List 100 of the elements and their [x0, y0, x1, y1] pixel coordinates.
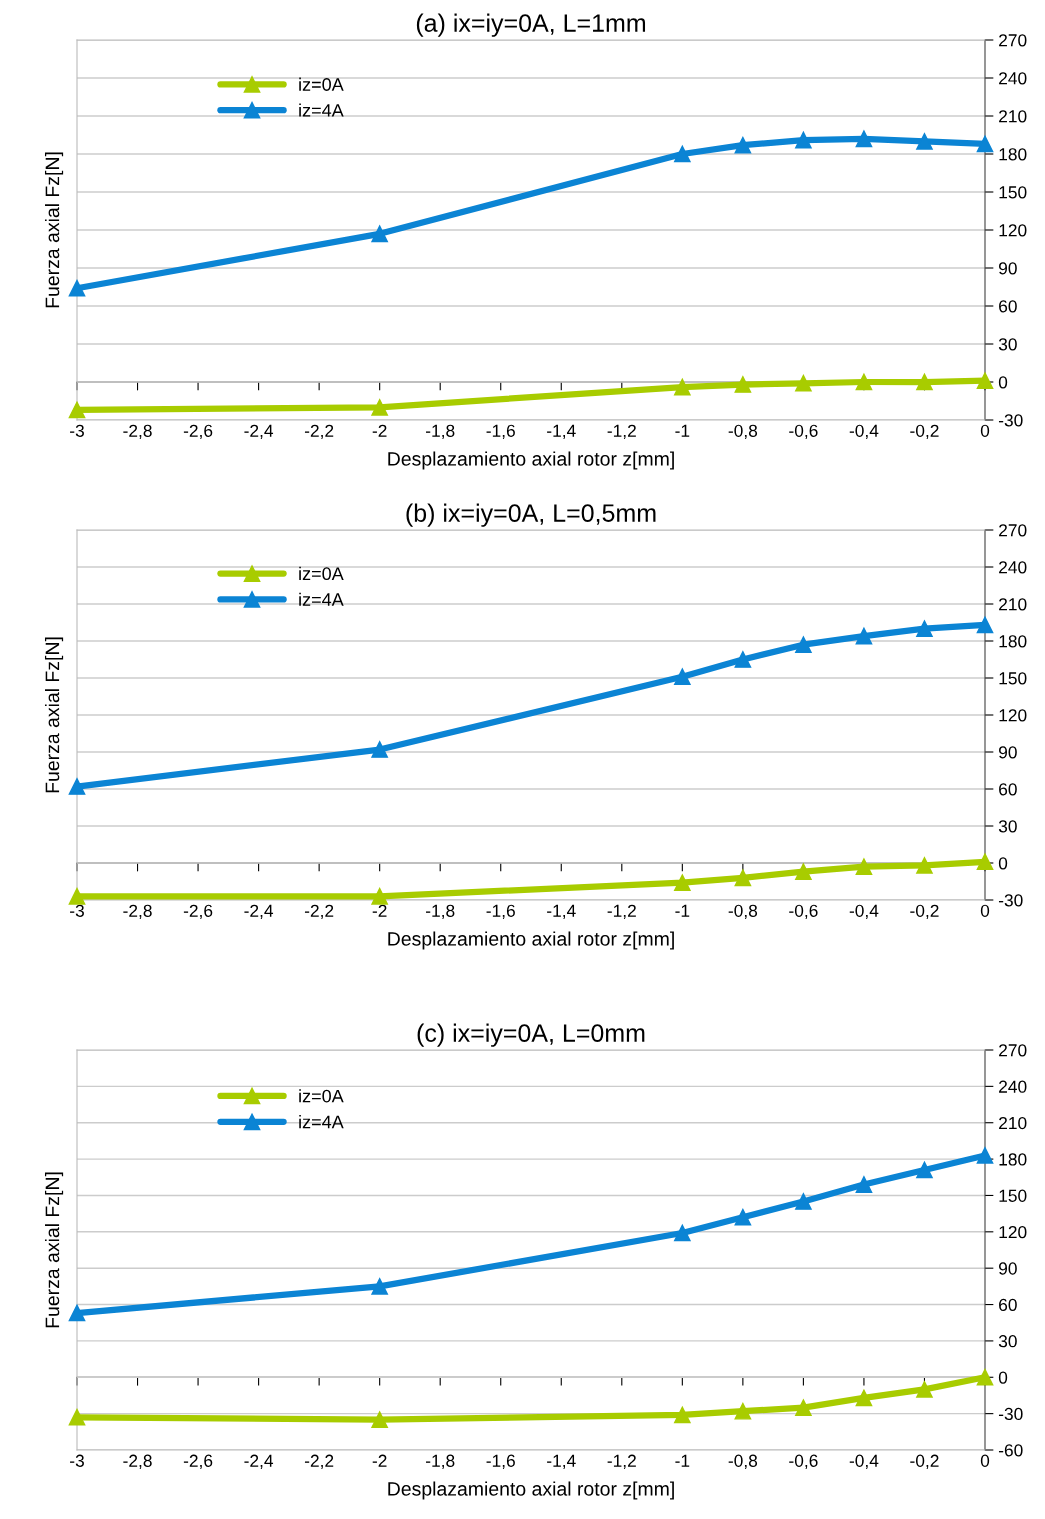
- x-axis-title: Desplazamiento axial rotor z[mm]: [388, 931, 674, 950]
- x-tick-label: -3: [70, 904, 84, 917]
- y-axis-title: Fuerza axial Fz[N]: [44, 1172, 64, 1328]
- legend-label: iz=4A: [299, 1115, 344, 1129]
- x-tick-label: -1,4: [547, 904, 576, 919]
- x-tick-label: -1: [675, 904, 690, 917]
- x-tick-label: -2,8: [123, 904, 152, 919]
- point: [795, 131, 812, 149]
- x-tick-label: -0,6: [789, 424, 818, 439]
- point: [855, 373, 873, 391]
- legend-label: iz=0A: [299, 566, 344, 581]
- y-tick-label: 0: [998, 376, 1008, 389]
- x-tick-label: -2,2: [304, 424, 334, 439]
- x-tick-label: -1,6: [486, 1454, 515, 1469]
- x-tick-label: -2,6: [183, 1454, 213, 1469]
- point: [976, 616, 994, 634]
- x-tick-label: -2,6: [183, 904, 213, 919]
- x-tick-label: -1,4: [547, 424, 576, 439]
- point: [68, 887, 86, 905]
- point: [673, 668, 691, 686]
- point: [734, 1402, 752, 1420]
- y-tick-label: 60: [999, 783, 1017, 796]
- y-tick-label: -30: [998, 1407, 1023, 1421]
- x-tick-label: -1: [675, 424, 690, 437]
- x-tick-label: -3: [70, 424, 84, 437]
- point: [916, 1381, 933, 1398]
- y-tick-label: 240: [999, 1080, 1027, 1093]
- x-tick-label: -2,8: [123, 424, 152, 439]
- x-tick-label: -0,8: [728, 904, 758, 919]
- legend-label: iz=0A: [299, 1089, 344, 1103]
- y-tick-label: 120: [999, 709, 1027, 722]
- y-axis-title: Fuerza axial Fz[N]: [44, 152, 64, 308]
- y-tick-label: 240: [999, 561, 1027, 574]
- point: [68, 1408, 86, 1426]
- y-tick-label: 270: [999, 524, 1027, 537]
- point: [673, 378, 691, 396]
- x-tick-label: -1,8: [426, 1454, 455, 1469]
- y-tick-label: 270: [999, 34, 1027, 47]
- point: [734, 376, 752, 393]
- x-tick-label: -2,8: [123, 1454, 152, 1469]
- x-tick-label: -2,4: [244, 1454, 274, 1469]
- point: [68, 1304, 86, 1322]
- y-tick-label: -30: [998, 414, 1023, 427]
- point: [734, 136, 752, 154]
- legend-label: iz=4A: [299, 592, 344, 606]
- point: [855, 858, 873, 876]
- x-tick-label: -2,4: [244, 904, 274, 919]
- y-tick-label: 150: [999, 186, 1027, 199]
- x-tick-label: -2,2: [304, 904, 334, 919]
- y-tick-label: 210: [999, 1116, 1027, 1130]
- x-tick-label: -0,4: [849, 424, 879, 439]
- chart-title: (a) ix=iy=0A, L=1mm: [416, 13, 646, 37]
- point: [916, 1161, 933, 1179]
- x-tick-label: -1,6: [486, 424, 515, 439]
- x-tick-label: -0,4: [849, 1454, 879, 1469]
- point: [371, 887, 389, 905]
- x-tick-label: -1,2: [607, 904, 636, 919]
- point: [68, 279, 86, 297]
- y-tick-label: 120: [999, 1225, 1027, 1239]
- point: [371, 398, 389, 416]
- x-tick-label: -2,2: [304, 1454, 334, 1469]
- y-tick-label: 180: [999, 148, 1027, 161]
- point: [916, 373, 933, 391]
- point: [68, 778, 86, 795]
- point: [916, 620, 933, 638]
- point: [976, 1147, 994, 1164]
- point: [68, 401, 86, 419]
- y-tick-label: 60: [999, 300, 1017, 313]
- y-tick-label: 30: [998, 1335, 1017, 1348]
- legend-label: iz=0A: [299, 77, 344, 91]
- point: [673, 1406, 691, 1424]
- x-tick-label: -0,8: [728, 1454, 758, 1469]
- y-tick-label: 90: [999, 262, 1017, 275]
- x-tick-label: -1: [675, 1454, 690, 1467]
- y-tick-label: 180: [999, 1153, 1027, 1166]
- y-tick-label: 120: [999, 224, 1027, 237]
- x-tick-label: -1,8: [426, 904, 455, 919]
- point: [916, 857, 933, 874]
- point: [795, 374, 812, 392]
- point: [795, 636, 812, 654]
- y-tick-label: 150: [999, 672, 1027, 685]
- x-tick-label: -2,4: [244, 424, 274, 439]
- point: [916, 132, 933, 150]
- y-tick-label: 60: [999, 1298, 1017, 1312]
- point: [976, 1368, 994, 1386]
- x-tick-label: 0: [980, 1454, 990, 1467]
- x-tick-label: -0,2: [910, 904, 939, 919]
- x-axis-title: Desplazamiento axial rotor z[mm]: [388, 1481, 674, 1500]
- x-tick-label: -2: [372, 904, 387, 917]
- x-tick-label: -2,6: [183, 424, 213, 439]
- x-tick-label: -1,6: [486, 904, 515, 919]
- x-tick-label: -2: [372, 1454, 387, 1467]
- point: [734, 1208, 752, 1226]
- y-tick-label: 0: [998, 857, 1008, 870]
- x-tick-label: -1,8: [426, 424, 455, 439]
- point: [734, 869, 752, 887]
- y-tick-label: 210: [999, 598, 1027, 611]
- x-tick-label: -3: [70, 1454, 84, 1467]
- y-tick-label: 240: [999, 72, 1027, 85]
- legend-label: iz=4A: [299, 103, 344, 117]
